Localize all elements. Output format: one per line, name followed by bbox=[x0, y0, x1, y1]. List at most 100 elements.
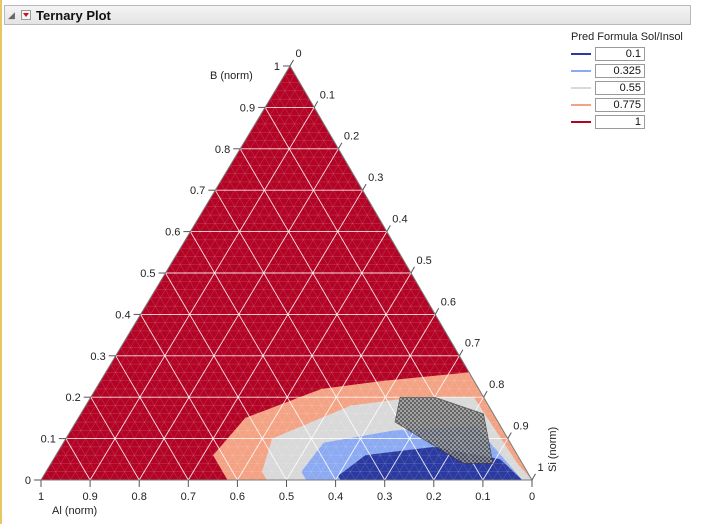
legend-line-swatch bbox=[571, 86, 591, 89]
major-grid-line bbox=[89, 107, 315, 481]
right-tick-label: 0.8 bbox=[489, 379, 504, 391]
left-tick-label: 0.8 bbox=[215, 144, 230, 156]
axis-label-al: Al (norm) bbox=[52, 505, 97, 517]
fine-grid-line bbox=[75, 421, 110, 480]
right-axis-tick bbox=[507, 432, 512, 439]
major-grid-line bbox=[65, 438, 91, 481]
fine-grid-line bbox=[55, 455, 71, 480]
fine-grid-line bbox=[276, 264, 407, 480]
bottom-tick-label: 0.6 bbox=[230, 491, 245, 503]
fine-grid-line bbox=[235, 156, 425, 480]
fine-grid-line bbox=[266, 256, 402, 480]
contour-band-0_1 bbox=[338, 446, 532, 480]
fine-grid-line bbox=[305, 289, 421, 480]
fine-grid-line bbox=[325, 305, 431, 480]
bottom-tick-label: 0.3 bbox=[377, 491, 392, 503]
fine-grid-line bbox=[521, 471, 528, 480]
fine-grid-line bbox=[158, 165, 349, 480]
legend-item[interactable]: 1 bbox=[571, 113, 689, 130]
fine-grid-line bbox=[170, 264, 297, 480]
fine-grid-line bbox=[70, 90, 305, 480]
fine-grid-line bbox=[200, 214, 356, 480]
legend-line-swatch bbox=[571, 52, 591, 55]
legend-value-box[interactable]: 0.325 bbox=[595, 63, 645, 78]
right-tick-label: 0 bbox=[296, 48, 302, 60]
right-axis-tick bbox=[531, 473, 536, 481]
fine-grid-line bbox=[148, 156, 344, 480]
fine-grid-line bbox=[50, 463, 61, 480]
window-edge bbox=[0, 0, 2, 524]
bottom-tick-label: 0.1 bbox=[475, 491, 490, 503]
ternary-chart[interactable]: 1 0.9 0.8 0.7 0.6 0.5 0.4 0.3 0.2 0.1 0 0 0.1 0.2 0.3 0… bbox=[6, 26, 701, 524]
legend-item[interactable]: 0.325 bbox=[571, 62, 689, 79]
fine-grid-line bbox=[185, 239, 326, 480]
right-axis-tick bbox=[386, 225, 391, 232]
legend: Pred Formula Sol/Insol 0.1 0.325 0.55 0.775… bbox=[571, 31, 689, 130]
left-tick-label: 0.7 bbox=[190, 185, 205, 197]
right-axis-tick bbox=[483, 390, 488, 398]
legend-value-box[interactable]: 0.1 bbox=[595, 46, 645, 61]
fine-grid-line bbox=[95, 388, 150, 480]
right-axis-tick bbox=[337, 142, 343, 150]
legend-item[interactable]: 0.775 bbox=[571, 96, 689, 113]
legend-line-swatch bbox=[571, 103, 591, 106]
right-axis-tick bbox=[362, 183, 367, 191]
fine-grid-line bbox=[195, 223, 346, 480]
fine-grid-line bbox=[150, 297, 258, 480]
left-tick-label: 0 bbox=[25, 475, 31, 487]
bottom-tick-label: 0.9 bbox=[82, 491, 97, 503]
right-tick-label: 0.6 bbox=[441, 296, 456, 308]
fine-grid-line bbox=[110, 363, 179, 480]
panel-title: Ternary Plot bbox=[36, 7, 111, 23]
right-tick-label: 1 bbox=[538, 462, 544, 474]
fine-grid-line bbox=[225, 173, 405, 480]
major-grid-line bbox=[482, 438, 509, 481]
legend-item[interactable]: 0.55 bbox=[571, 79, 689, 96]
legend-value-box[interactable]: 0.775 bbox=[595, 97, 645, 112]
major-grid-line bbox=[214, 189, 386, 481]
fine-grid-line bbox=[145, 305, 248, 480]
fine-grid-line bbox=[227, 223, 383, 480]
legend-value-box[interactable]: 0.55 bbox=[595, 80, 645, 95]
major-grid-line bbox=[140, 314, 238, 481]
axis-label-si: Si (norm) bbox=[547, 427, 559, 472]
disclosure-triangle-icon[interactable]: ◢ bbox=[8, 9, 15, 20]
fine-grid-line bbox=[256, 248, 397, 480]
left-tick-label: 0.2 bbox=[66, 392, 81, 404]
right-axis-tick bbox=[458, 349, 464, 357]
left-tick-label: 0.1 bbox=[41, 434, 56, 446]
bottom-tick-label: 0.5 bbox=[279, 491, 294, 503]
fine-grid-line bbox=[175, 256, 307, 480]
right-tick-label: 0.1 bbox=[320, 89, 335, 101]
major-grid-line bbox=[335, 314, 436, 481]
fine-grid-line bbox=[135, 322, 228, 480]
fine-grid-line bbox=[210, 198, 376, 480]
major-grid-line bbox=[286, 272, 412, 481]
fine-grid-line bbox=[85, 405, 130, 480]
fine-grid-line bbox=[45, 471, 52, 480]
legend-item[interactable]: 0.1 bbox=[571, 45, 689, 62]
right-axis-tick bbox=[410, 266, 415, 274]
fine-grid-line bbox=[284, 74, 523, 480]
right-tick-label: 0.2 bbox=[344, 131, 359, 143]
bottom-tick-label: 0.7 bbox=[181, 491, 196, 503]
fine-grid-line bbox=[99, 115, 320, 480]
fine-grid-line bbox=[155, 289, 268, 480]
major-grid-line bbox=[187, 189, 363, 481]
fine-grid-line bbox=[247, 239, 392, 480]
legend-value-box[interactable]: 1 bbox=[595, 114, 645, 129]
right-tick-label: 0.3 bbox=[368, 172, 383, 184]
fine-grid-line bbox=[345, 322, 441, 480]
bottom-tick-label: 0 bbox=[529, 491, 535, 503]
fine-grid-line bbox=[168, 173, 354, 480]
left-tick-label: 0.4 bbox=[115, 309, 130, 321]
legend-line-swatch bbox=[571, 120, 591, 123]
left-tick-label: 1 bbox=[274, 61, 280, 73]
red-triangle-menu-icon[interactable] bbox=[21, 10, 31, 20]
fine-grid-line bbox=[129, 140, 334, 480]
bottom-tick-label: 0.4 bbox=[328, 491, 343, 503]
fine-grid-line bbox=[80, 98, 310, 480]
fine-grid-line bbox=[50, 74, 296, 480]
major-grid-line bbox=[115, 355, 189, 481]
fine-grid-line bbox=[60, 446, 81, 480]
